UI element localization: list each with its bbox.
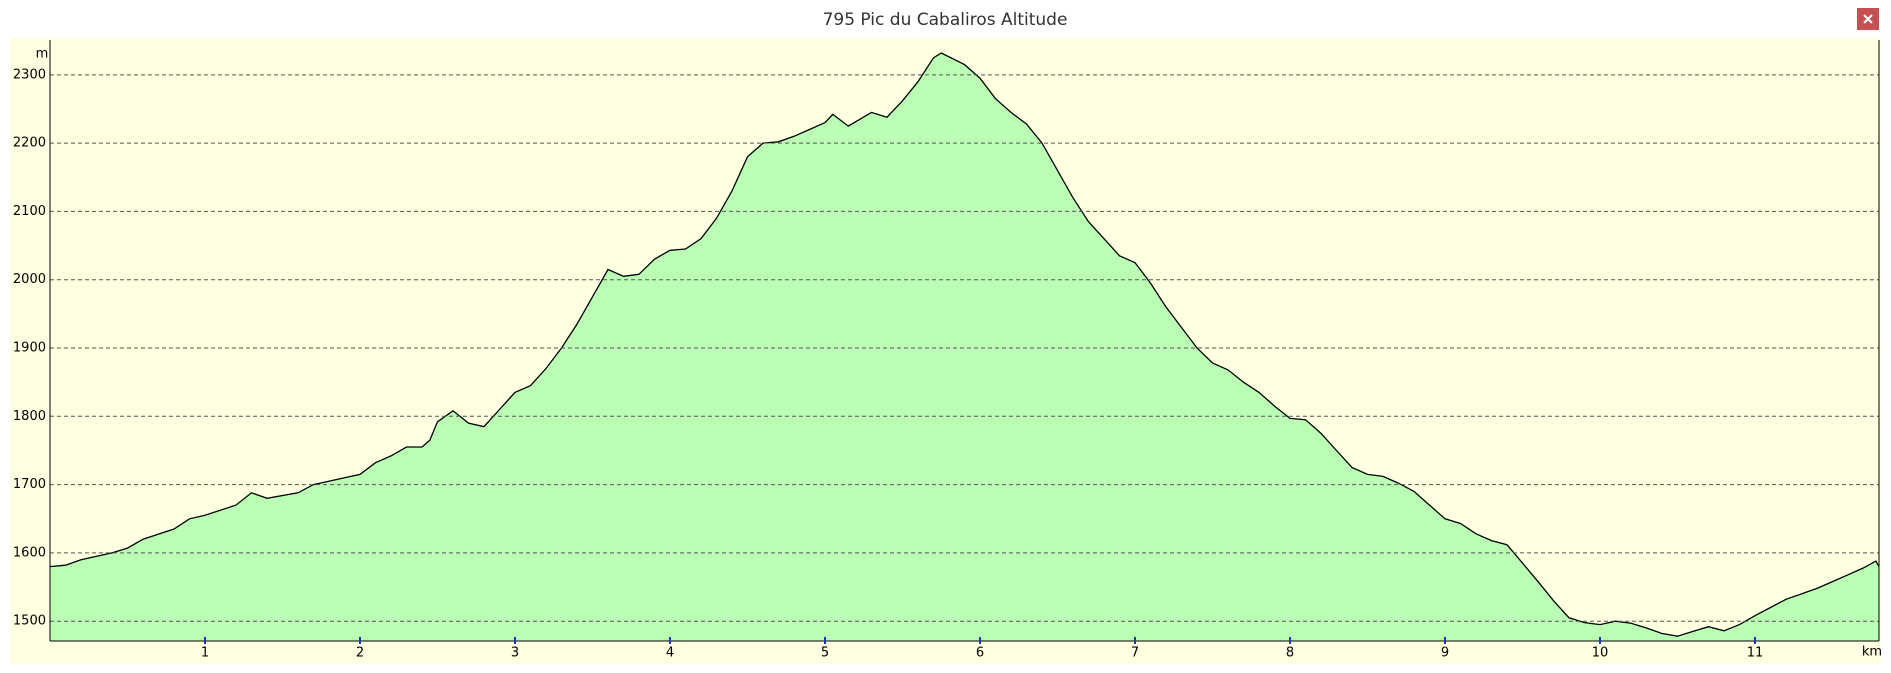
x-tick-label: 1 [201, 646, 209, 661]
x-tick-label: 4 [666, 646, 674, 661]
x-tick-label: 6 [976, 646, 984, 661]
y-tick-label: 2000 [13, 272, 46, 287]
window-title: 795 Pic du Cabaliros Altitude [823, 10, 1068, 30]
x-tick-label: 8 [1286, 646, 1294, 661]
x-tick-label: 9 [1441, 646, 1449, 661]
close-button[interactable] [1857, 8, 1879, 30]
plot: 1500 1600 1700 1800 1900 2000 2100 2200 2300 1 2 3 4… [13, 40, 1880, 661]
y-axis-label: m [36, 47, 49, 62]
x-tick-label: 5 [821, 646, 829, 661]
y-tick-label: 1900 [13, 341, 46, 356]
x-tick-label: 3 [511, 646, 519, 661]
close-icon[interactable] [1863, 14, 1873, 24]
y-tick-label: 2100 [13, 204, 46, 219]
y-tick-label: 1700 [13, 477, 46, 492]
x-tick-label: 7 [1131, 646, 1139, 661]
y-tick-label: 1800 [13, 409, 46, 424]
x-tick-label: 11 [1747, 646, 1764, 661]
area-line [49, 52, 1880, 637]
x-tick-label: 10 [1592, 646, 1609, 661]
x-tick-label: 2 [356, 646, 364, 661]
area-fill [50, 53, 1879, 641]
title-bar [0, 0, 1891, 38]
x-axis-label: km [1862, 645, 1882, 660]
y-tick-label: 2300 [13, 67, 46, 82]
y-tick-label: 1500 [13, 614, 46, 629]
y-tick-label: 2200 [13, 136, 46, 151]
y-tick-label: 1600 [13, 545, 46, 560]
